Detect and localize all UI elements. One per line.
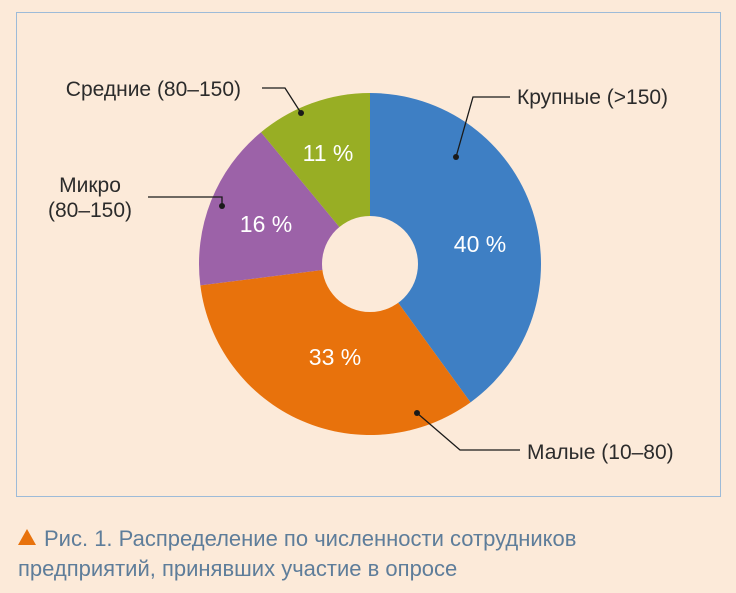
leader-line-4 <box>262 87 302 114</box>
leader-dot-4 <box>298 110 304 116</box>
callout-label-3: Микро (80–150) <box>48 174 132 222</box>
slice-value-label-4: 11 % <box>303 140 354 166</box>
leader-dot-2 <box>414 410 420 416</box>
callout-label-1: Крупные (>150) <box>517 86 668 109</box>
slice-2 <box>200 264 471 436</box>
triangle-icon <box>18 529 36 545</box>
callout-label-2: Малые (10–80) <box>527 441 674 464</box>
figure-caption: Рис. 1. Распределение по численности сот… <box>18 524 718 584</box>
slice-1 <box>370 93 541 403</box>
slice-4 <box>261 93 370 264</box>
leader-lines <box>148 87 520 451</box>
callout-label-4: Средние (80–150) <box>66 78 241 101</box>
leader-dot-3 <box>219 203 225 209</box>
slice-labels: 40 % 33 % 16 % 11 % <box>240 140 506 370</box>
chart-frame <box>16 12 721 497</box>
callout-labels: Крупные (>150) Малые (10–80) Микро (80–150)… <box>48 78 674 464</box>
slice-value-label-3: 16 % <box>240 211 292 237</box>
leader-line-1 <box>455 96 510 158</box>
donut-hole <box>322 216 418 312</box>
donut-chart: 40 % 33 % 16 % 11 % Крупные (>150) Малые (10… <box>48 78 674 464</box>
slice-value-label-1: 40 % <box>454 231 506 257</box>
leader-dot-1 <box>453 154 459 160</box>
leader-line-2 <box>416 412 520 451</box>
caption-text: Рис. 1. Распределение по численности сот… <box>18 526 577 581</box>
slice-value-label-2: 33 % <box>309 344 361 370</box>
